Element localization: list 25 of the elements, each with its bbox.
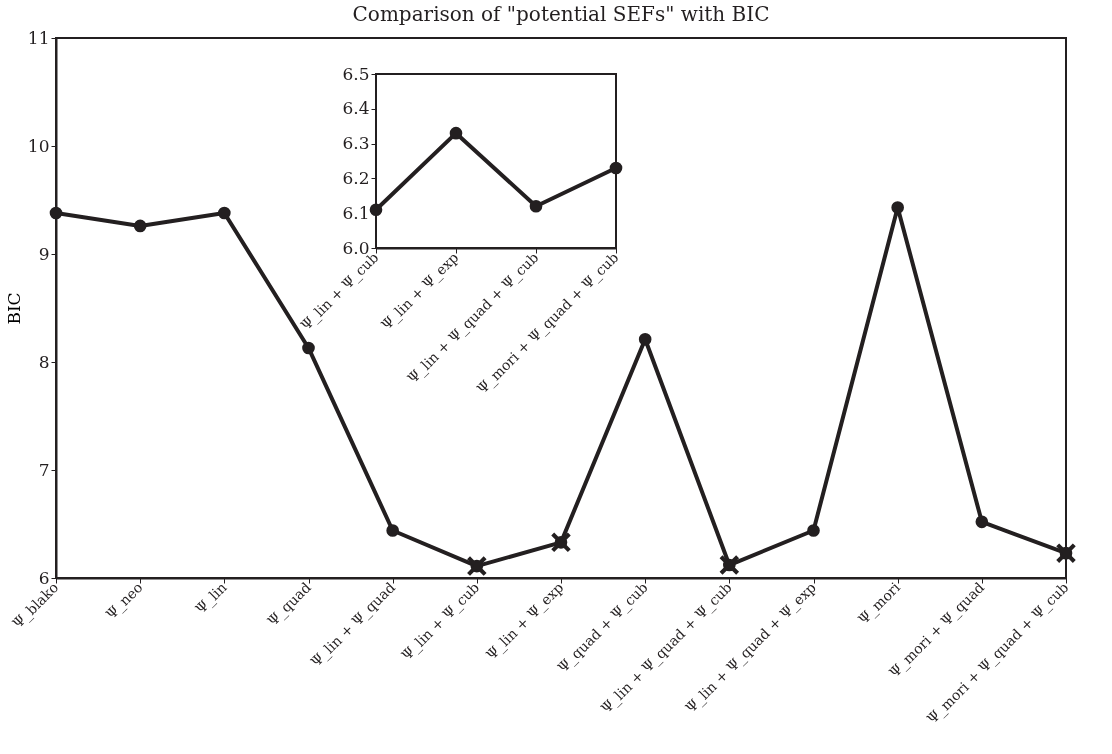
point	[638, 333, 652, 346]
y-tick-label: 6.4	[342, 98, 370, 119]
point	[218, 206, 231, 220]
point	[609, 161, 623, 175]
y-tick-label: 9	[38, 243, 50, 264]
y-axis-title: BIC	[3, 292, 24, 325]
y-tick-label: 6.2	[342, 167, 370, 188]
point	[449, 126, 463, 140]
point	[807, 524, 820, 537]
point	[302, 341, 315, 355]
y-tick-label: 7	[38, 459, 50, 480]
point	[133, 219, 147, 233]
point	[975, 515, 989, 529]
y-tick-label: 6.5	[342, 63, 370, 84]
y-tick-label: 10	[27, 135, 50, 156]
point	[386, 524, 399, 537]
y-tick-label: 6.1	[342, 202, 370, 223]
y-tick-label: 6.3	[342, 133, 370, 154]
point	[369, 203, 383, 217]
y-tick-label: 6	[38, 567, 50, 588]
y-tick-label: 11	[27, 27, 50, 48]
y-tick-label: 8	[38, 351, 50, 372]
point	[891, 201, 904, 214]
chart-title: Comparison of "potential SEFs" with BIC	[352, 2, 770, 26]
point	[529, 199, 543, 213]
